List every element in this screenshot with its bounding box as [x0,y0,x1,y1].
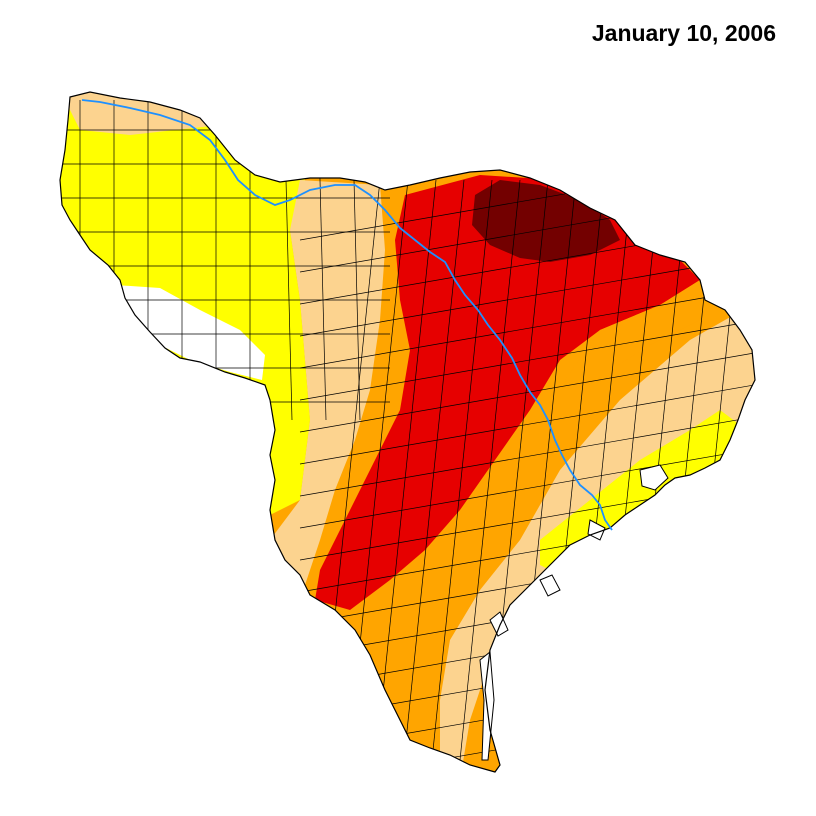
county-line [299,703,755,772]
county-line [299,255,755,337]
county-line [299,671,755,753]
extreme-drought-region [315,175,700,610]
moderate-drought-west-band [260,180,385,600]
county-line [299,415,755,497]
county-line [459,179,521,761]
county-line [375,179,437,761]
map-date-title: January 10, 2006 [591,20,776,46]
exceptional-drought-region [472,180,620,262]
river-line [81,99,613,531]
severe-drought-fringe [520,280,720,500]
county-line [299,287,755,369]
no-drought-region [115,285,265,380]
county-line [299,447,755,529]
basin-outline [59,91,756,773]
county-line [299,383,755,465]
county-line [299,319,755,401]
